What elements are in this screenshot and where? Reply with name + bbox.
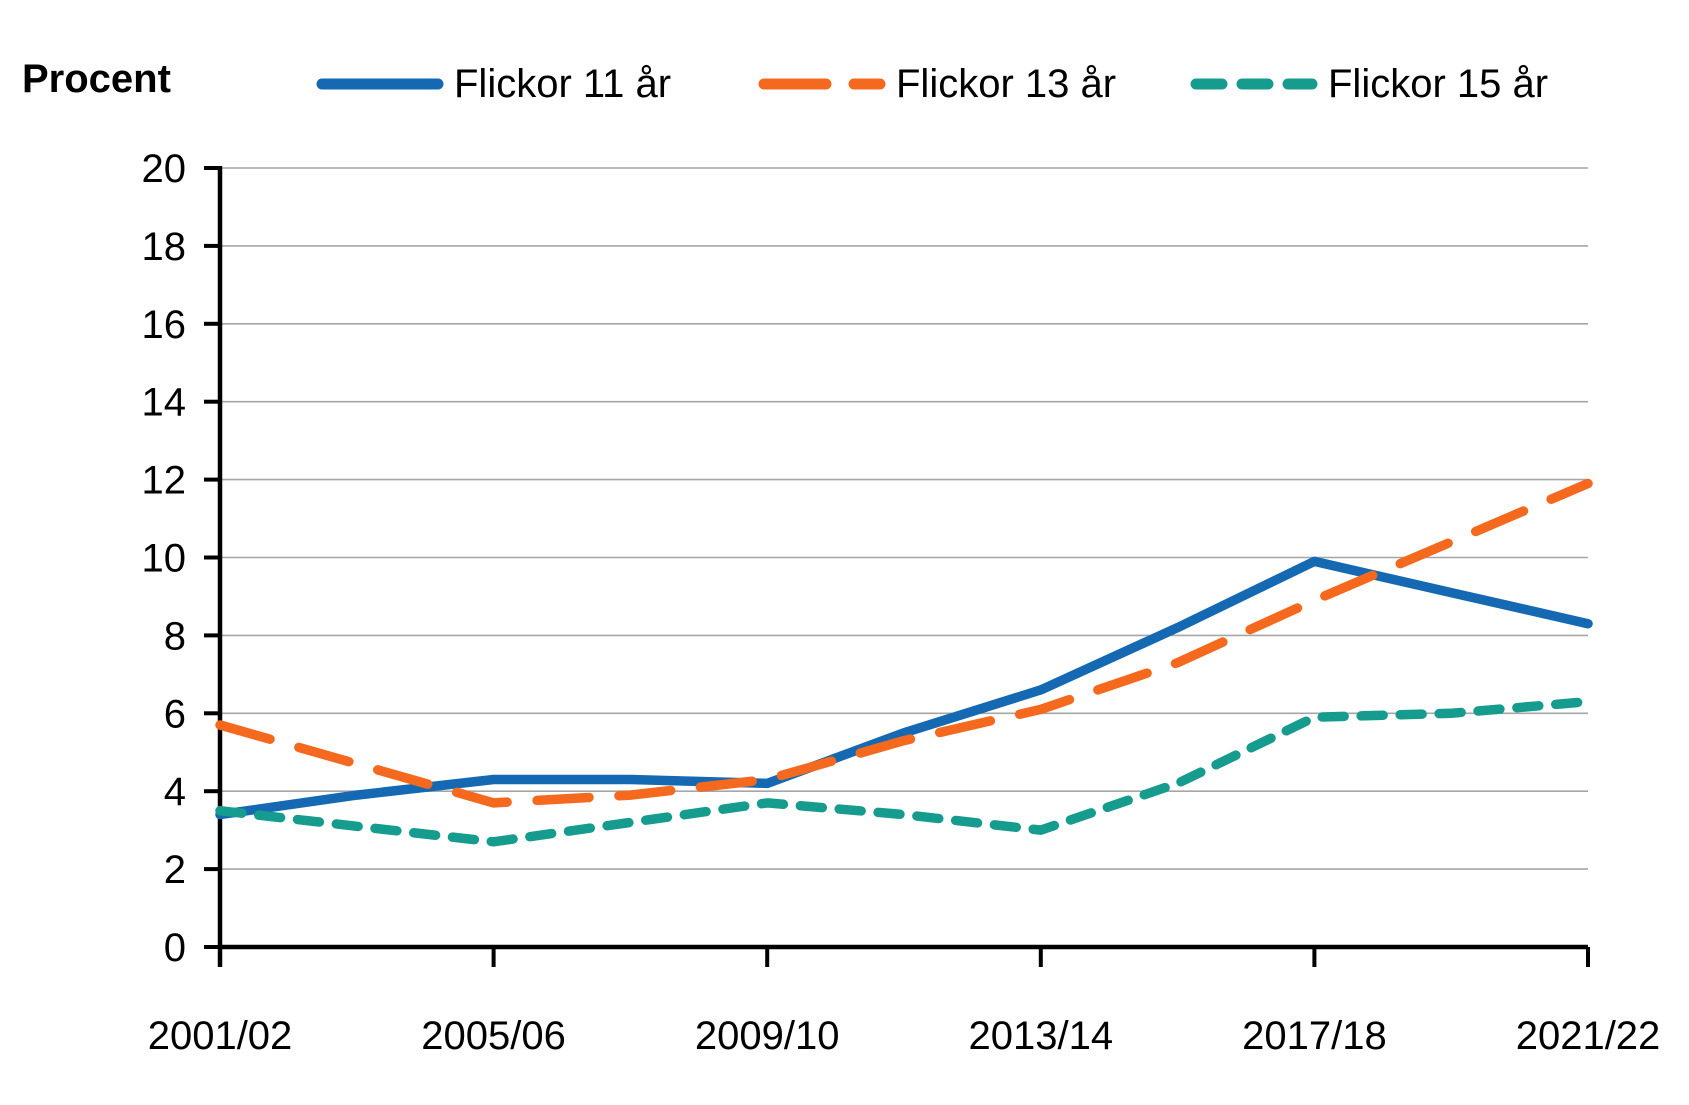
y-tick-label: 8 bbox=[164, 614, 186, 658]
y-tick-label: 20 bbox=[142, 147, 187, 191]
x-tick-label: 2021/22 bbox=[1516, 1014, 1661, 1058]
legend-item-flickor-15: Flickor 15 år bbox=[1190, 58, 1548, 110]
y-tick-label: 2 bbox=[164, 848, 186, 892]
legend-line-sample-icon bbox=[1190, 78, 1318, 90]
y-tick-label: 4 bbox=[164, 770, 186, 814]
y-tick-label: 16 bbox=[142, 303, 187, 347]
legend-line-sample-icon bbox=[758, 78, 886, 90]
x-tick-label: 2009/10 bbox=[695, 1014, 840, 1058]
y-tick-label: 14 bbox=[142, 381, 187, 425]
series-line-flickor-11-r bbox=[215, 556, 1593, 820]
x-tick-label: 2001/02 bbox=[148, 1014, 293, 1058]
y-tick-label: 12 bbox=[142, 459, 187, 503]
y-axis-title: Procent bbox=[22, 57, 171, 101]
legend-label: Flickor 15 år bbox=[1328, 61, 1549, 106]
legend-label: Flickor 11 år bbox=[454, 61, 672, 106]
x-tick-label: 2017/18 bbox=[1242, 1014, 1387, 1058]
y-tick-label: 10 bbox=[142, 537, 187, 581]
series-line-flickor-15-r bbox=[215, 696, 1593, 847]
y-tick-label: 18 bbox=[142, 225, 187, 269]
legend-item-flickor-13: Flickor 13 år bbox=[758, 58, 1116, 110]
series-line-flickor-13-r bbox=[215, 478, 1593, 808]
x-tick-label: 2013/14 bbox=[969, 1014, 1114, 1058]
x-tick-label: 2005/06 bbox=[421, 1014, 566, 1058]
legend-line-sample-icon bbox=[316, 78, 444, 90]
legend-label: Flickor 13 år bbox=[896, 61, 1117, 106]
y-tick-label: 0 bbox=[164, 926, 186, 970]
legend-item-flickor-11: Flickor 11 år bbox=[316, 58, 671, 110]
y-tick-label: 6 bbox=[164, 692, 186, 736]
legend: Flickor 11 år Flickor 13 år Flickor 15 å… bbox=[0, 58, 1689, 110]
